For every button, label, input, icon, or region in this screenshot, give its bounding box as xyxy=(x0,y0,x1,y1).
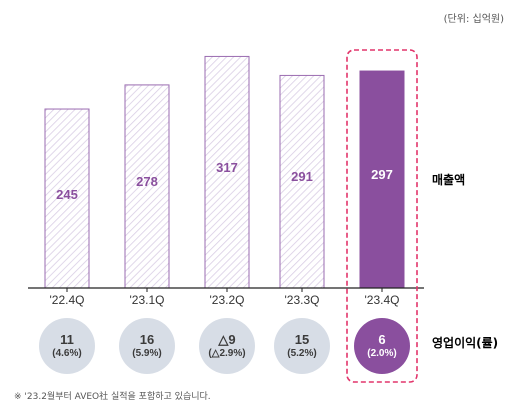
bar-4 xyxy=(359,70,405,289)
highlight-frame xyxy=(346,49,418,383)
x-tick-label-1: '23.1Q xyxy=(129,293,165,307)
operating-profit-value-2: △9 xyxy=(218,332,236,347)
operating-profit-circle-1: 16 (5.9%) xyxy=(119,318,175,374)
operating-profit-margin-0: (4.6%) xyxy=(52,348,82,359)
operating-profit-value-4: 6 xyxy=(378,332,386,347)
x-tick-label-0: '22.4Q xyxy=(49,293,85,307)
operating-profit-value-1: 16 xyxy=(139,332,155,347)
footnote: ※ '23.2월부터 AVEO社 실적을 포함하고 있습니다. xyxy=(14,392,211,402)
operating-profit-value-3: 15 xyxy=(294,332,310,347)
bar-value-label-1: 278 xyxy=(136,174,158,190)
bar-2 xyxy=(204,55,250,289)
x-tick-label-3: '23.3Q xyxy=(284,293,320,307)
bar-value-label-3: 291 xyxy=(291,169,313,185)
operating-profit-value-0: 11 xyxy=(60,332,74,347)
revenue-row-label: 매출액 xyxy=(432,173,466,187)
bar-3 xyxy=(279,74,325,289)
operating-profit-circle-0: 11 (4.6%) xyxy=(39,318,95,374)
x-tick-label-4: '23.4Q xyxy=(364,293,400,307)
operating-profit-circle-4: 6 (2.0%) xyxy=(354,318,410,374)
operating-profit-margin-2: (△2.9%) xyxy=(208,348,246,359)
bar-value-label-4: 297 xyxy=(371,167,393,183)
operating-profit-margin-3: (5.2%) xyxy=(287,348,317,359)
bar-0 xyxy=(44,108,90,289)
operating-profit-margin-4: (2.0%) xyxy=(367,348,397,359)
operating-profit-margin-1: (5.9%) xyxy=(132,348,162,359)
operating-profit-circle-2: △9 (△2.9%) xyxy=(199,318,255,374)
unit-note: (단위: 십억원) xyxy=(443,14,504,25)
x-tick-label-2: '23.2Q xyxy=(209,293,245,307)
bar-value-label-0: 245 xyxy=(56,186,78,202)
operating-profit-circle-3: 15 (5.2%) xyxy=(274,318,330,374)
operating-profit-row-label: 영업이익(률) xyxy=(432,336,499,350)
bar-1 xyxy=(124,84,170,289)
bar-value-label-2: 317 xyxy=(216,159,238,175)
